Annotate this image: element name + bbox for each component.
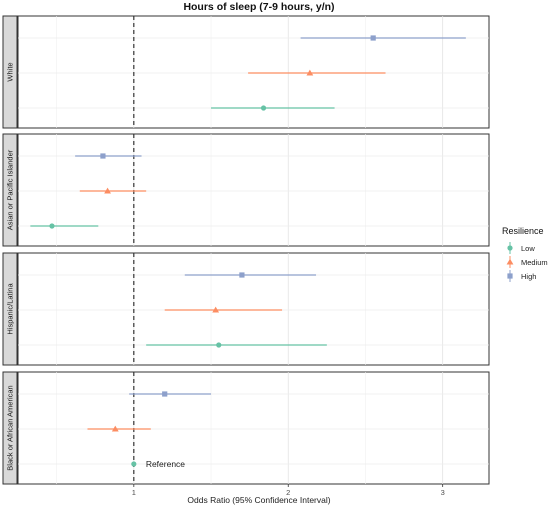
panel-frame — [17, 133, 490, 247]
estimate-low — [211, 105, 335, 111]
estimate-high — [300, 35, 466, 41]
panel-frame — [17, 371, 490, 485]
legend-item-high: High — [507, 270, 536, 282]
point-marker-3-1 — [111, 425, 119, 432]
strip-label: White — [6, 62, 15, 81]
strip-label: Black or African American — [6, 385, 15, 470]
legend-label: Low — [521, 244, 535, 253]
legend: Resilience Low Medium High — [502, 226, 548, 282]
legend-label: High — [521, 272, 536, 281]
point-marker-0-1 — [306, 69, 314, 76]
estimate-high — [184, 272, 317, 278]
point-marker-2-1 — [212, 306, 220, 313]
point-marker-legend-0 — [507, 245, 513, 251]
legend-item-medium: Medium — [506, 256, 548, 268]
estimate-high — [129, 391, 212, 397]
strip-label: Hispanic/Latina — [6, 283, 15, 335]
x-axis: 1 2 3 — [132, 484, 445, 497]
strip-background — [2, 133, 18, 247]
x-tick-label: 1 — [132, 488, 136, 497]
reference-annotation: Reference — [146, 459, 185, 469]
point-marker-0-0 — [370, 35, 376, 41]
x-axis-title: Odds Ratio (95% Confidence Interval) — [187, 495, 330, 505]
panel-frame — [17, 15, 490, 129]
estimate-low — [146, 342, 327, 348]
point-marker-2-0 — [239, 272, 245, 278]
panel-frame — [17, 252, 490, 366]
point-marker-legend-1 — [506, 258, 514, 265]
legend-item-low: Low — [507, 242, 535, 254]
x-tick-label: 3 — [441, 488, 445, 497]
strip-background — [2, 15, 18, 129]
estimate-medium — [87, 425, 151, 432]
point-marker-legend-2 — [507, 273, 513, 279]
panel-3: Black or African American Reference — [2, 371, 490, 485]
estimate-medium — [164, 306, 283, 313]
estimate-low — [30, 223, 99, 229]
estimate-low: Reference — [131, 459, 185, 469]
estimate-medium — [79, 187, 147, 194]
panel-2: Hispanic/Latina — [2, 252, 490, 366]
point-marker-1-0 — [100, 153, 106, 159]
panels: White Asian or Pacific Islander Hispanic/L… — [2, 15, 490, 485]
point-marker-1-1 — [104, 187, 111, 194]
point-marker-2-2 — [216, 342, 222, 348]
strip-label: Asian or Pacific Islander — [6, 149, 15, 230]
strip-background — [2, 371, 18, 485]
legend-title: Resilience — [502, 226, 544, 236]
point-marker-3-0 — [162, 391, 168, 397]
estimate-high — [75, 153, 142, 159]
chart-title: Hours of sleep (7-9 hours, y/n) — [183, 1, 334, 13]
point-marker-3-2 — [131, 461, 137, 467]
x-tick-label: 2 — [286, 488, 290, 497]
estimate-medium — [248, 69, 386, 76]
point-marker-1-2 — [49, 223, 55, 229]
panel-0: White — [2, 15, 490, 129]
strip-background — [2, 252, 18, 366]
panel-1: Asian or Pacific Islander — [2, 133, 490, 247]
point-marker-0-2 — [260, 105, 267, 111]
legend-label: Medium — [521, 258, 548, 267]
